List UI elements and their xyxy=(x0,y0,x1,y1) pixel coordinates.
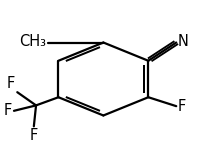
Text: N: N xyxy=(178,34,189,49)
Text: CH₃: CH₃ xyxy=(19,34,46,49)
Text: F: F xyxy=(4,103,12,118)
Text: F: F xyxy=(30,128,38,143)
Text: F: F xyxy=(178,99,186,114)
Text: F: F xyxy=(7,76,15,91)
